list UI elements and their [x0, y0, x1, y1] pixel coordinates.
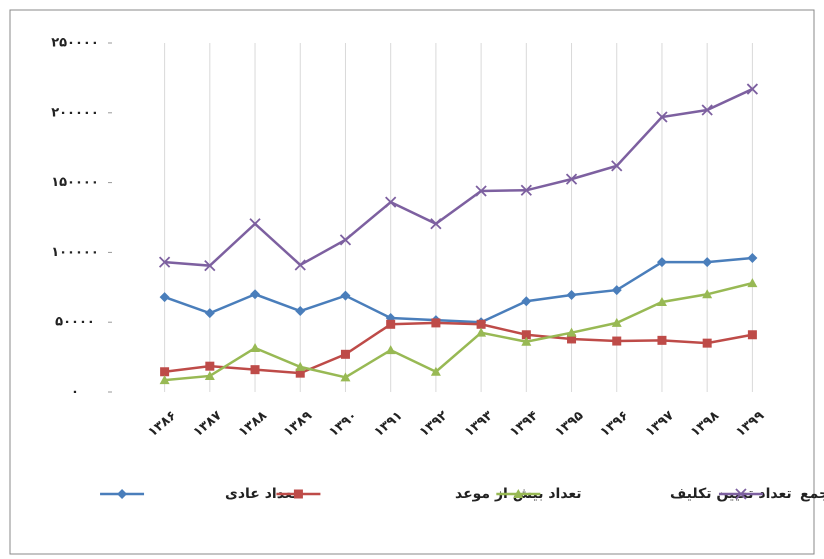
legend-marker: [293, 489, 303, 499]
marker: [702, 289, 713, 299]
marker: [656, 257, 667, 268]
marker: [747, 278, 758, 288]
marker: [295, 361, 306, 371]
legend-label: تعداد عادی: [225, 486, 298, 502]
marker: [565, 173, 578, 185]
series-line: [164, 281, 753, 382]
marker: [430, 218, 442, 230]
marker: [611, 160, 623, 172]
marker: [611, 285, 622, 296]
marker: [250, 289, 261, 300]
legend-marker: [513, 489, 524, 498]
marker: [340, 372, 351, 382]
marker: [566, 327, 577, 337]
marker: [746, 83, 759, 95]
y-tick-label: ۲۵۰۰۰۰: [51, 36, 99, 51]
marker: [747, 330, 757, 340]
legend-marker: [735, 488, 747, 500]
marker: [520, 184, 532, 196]
marker: [431, 318, 441, 328]
marker: [656, 111, 668, 123]
marker: [159, 292, 170, 303]
legend-marker: [117, 489, 128, 499]
marker: [205, 361, 215, 371]
marker: [294, 259, 306, 271]
marker: [339, 234, 352, 246]
marker: [430, 366, 441, 376]
marker: [250, 343, 261, 353]
marker: [160, 367, 170, 377]
marker: [702, 338, 712, 348]
marker: [340, 290, 351, 301]
marker: [249, 218, 261, 230]
marker: [295, 306, 306, 317]
marker: [204, 308, 215, 319]
marker: [656, 296, 667, 306]
marker: [340, 349, 350, 359]
legend-item: تعداد عادی: [100, 486, 298, 502]
marker: [159, 375, 170, 385]
marker: [250, 365, 260, 375]
chart-frame: [9, 9, 815, 555]
legend-item: جمع: [718, 486, 824, 502]
y-tick-label: ۲۰۰۰۰۰: [51, 105, 99, 120]
marker: [386, 319, 396, 329]
marker: [566, 289, 577, 300]
y-tick-label: ۵۰۰۰۰: [55, 315, 95, 330]
marker: [657, 335, 667, 345]
marker: [204, 260, 216, 272]
series-line: [164, 256, 753, 324]
marker: [567, 334, 577, 344]
series-line: [164, 321, 753, 375]
marker: [158, 256, 171, 268]
legend-label: جمع: [800, 486, 824, 502]
marker: [612, 336, 622, 346]
marker: [476, 327, 487, 337]
marker: [701, 104, 713, 116]
marker: [521, 336, 532, 346]
marker: [611, 317, 622, 327]
marker: [295, 368, 305, 378]
marker: [747, 252, 758, 263]
marker: [475, 185, 487, 197]
marker: [204, 370, 215, 380]
marker: [521, 296, 532, 307]
marker: [521, 330, 531, 340]
y-tick-label: ۱۵۰۰۰۰: [51, 175, 99, 190]
marker: [385, 345, 396, 355]
y-tick-label: ۱۰۰۰۰۰: [51, 245, 99, 260]
series-line: [164, 87, 753, 267]
y-tick-label: ۰: [71, 385, 79, 400]
marker: [476, 319, 486, 329]
marker: [702, 257, 713, 268]
marker: [385, 196, 397, 208]
